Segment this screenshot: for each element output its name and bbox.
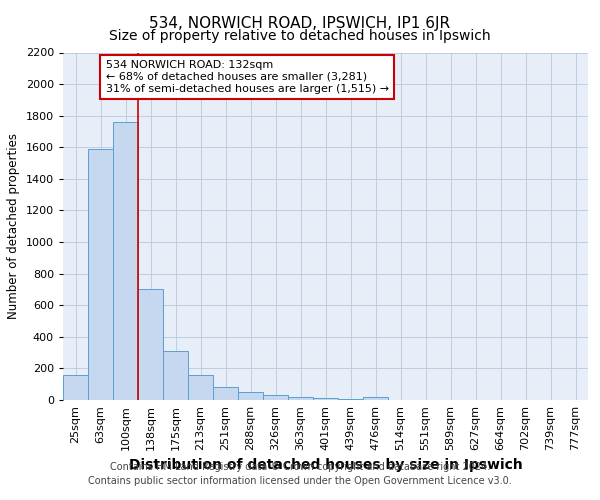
Bar bbox=[113, 122, 138, 400]
Bar bbox=[313, 398, 338, 400]
Text: Size of property relative to detached houses in Ipswich: Size of property relative to detached ho… bbox=[109, 29, 491, 43]
Bar bbox=[63, 374, 88, 400]
Bar bbox=[163, 351, 188, 400]
Bar bbox=[288, 397, 313, 400]
Bar bbox=[88, 149, 113, 400]
Bar bbox=[338, 399, 363, 400]
Text: 534 NORWICH ROAD: 132sqm
← 68% of detached houses are smaller (3,281)
31% of sem: 534 NORWICH ROAD: 132sqm ← 68% of detach… bbox=[106, 60, 389, 94]
Bar bbox=[263, 396, 288, 400]
Text: 534, NORWICH ROAD, IPSWICH, IP1 6JR: 534, NORWICH ROAD, IPSWICH, IP1 6JR bbox=[149, 16, 451, 31]
Text: Contains HM Land Registry data © Crown copyright and database right 2024.: Contains HM Land Registry data © Crown c… bbox=[110, 462, 490, 472]
Bar bbox=[363, 397, 388, 400]
X-axis label: Distribution of detached houses by size in Ipswich: Distribution of detached houses by size … bbox=[128, 458, 523, 472]
Bar bbox=[238, 392, 263, 400]
Bar bbox=[188, 374, 213, 400]
Text: Contains public sector information licensed under the Open Government Licence v3: Contains public sector information licen… bbox=[88, 476, 512, 486]
Bar bbox=[138, 290, 163, 400]
Bar bbox=[213, 386, 238, 400]
Y-axis label: Number of detached properties: Number of detached properties bbox=[7, 133, 20, 320]
